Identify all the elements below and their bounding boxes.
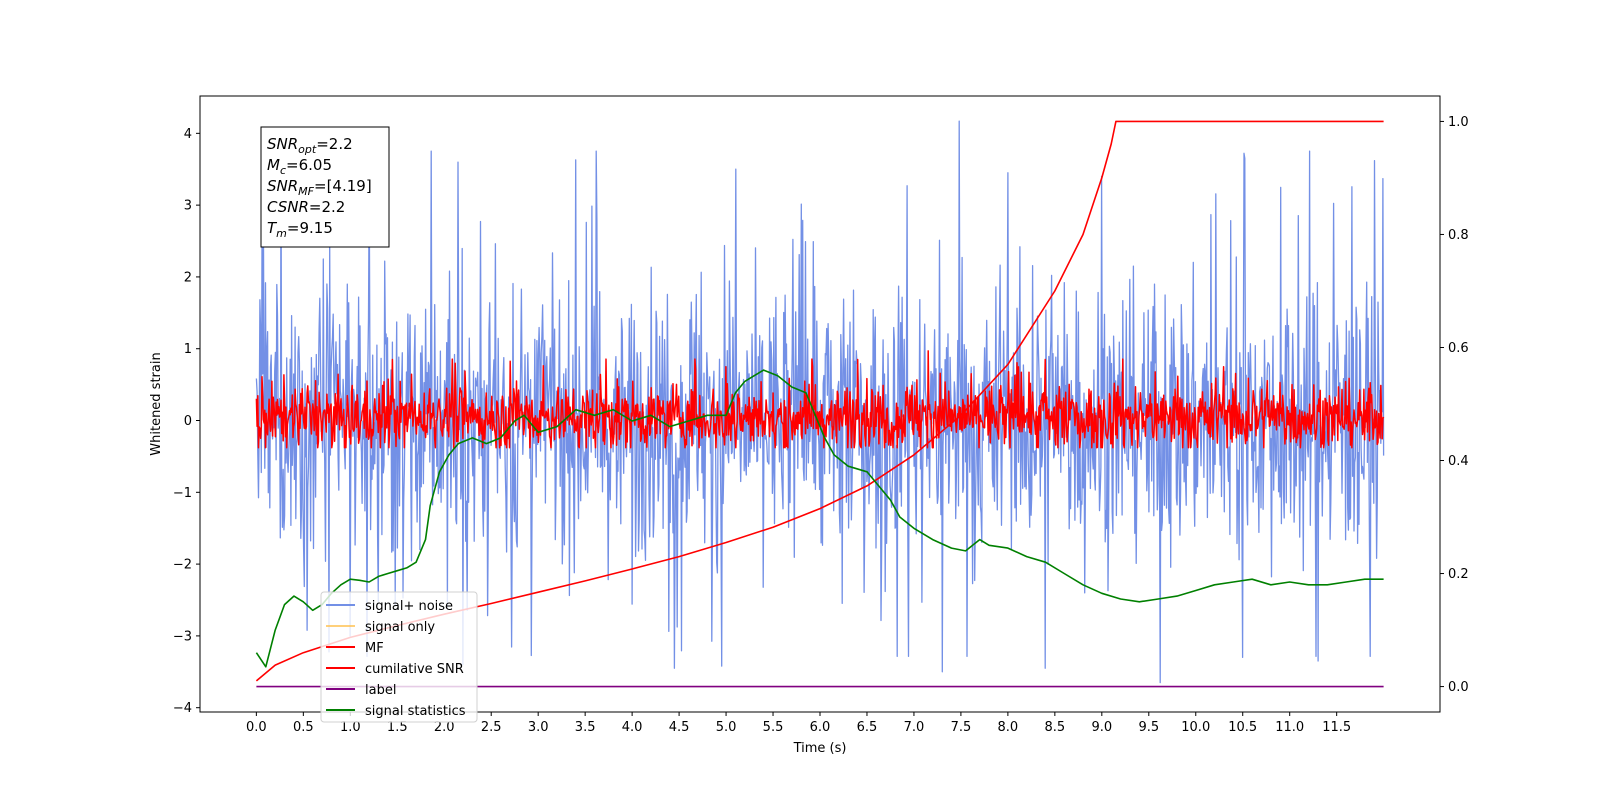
y2-tick-label: 0.6 (1448, 341, 1469, 356)
x-tick-label: 9.0 (1091, 720, 1112, 735)
info-box-line: Mc=6.05 (267, 156, 332, 177)
x-tick-label: 4.5 (669, 720, 690, 735)
y2-tick-label: 0.0 (1448, 680, 1469, 695)
info-box-line: Tm=9.15 (267, 219, 333, 240)
x-tick-label: 9.5 (1138, 720, 1159, 735)
y-tick-label: 1 (184, 342, 192, 357)
x-tick-label: 6.5 (857, 720, 878, 735)
legend-label-cumilative-snr: cumilative SNR (365, 662, 464, 677)
y2-tick-label: 0.8 (1448, 228, 1469, 243)
legend-label-signal-noise: signal+ noise (365, 599, 453, 614)
y-tick-label: −1 (173, 486, 192, 501)
y-tick-label: −3 (173, 629, 192, 644)
info-box-line: SNRMF=[4.19] (267, 177, 372, 198)
x-tick-label: 2.0 (434, 720, 455, 735)
y-axis-left: −4 −3 −2 −1 0 1 2 3 4 (173, 127, 200, 716)
y-tick-label: −4 (173, 701, 192, 716)
x-tick-label: 6.0 (810, 720, 831, 735)
y2-tick-label: 1.0 (1448, 115, 1469, 130)
x-tick-label: 11.5 (1322, 720, 1351, 735)
x-tick-label: 5.5 (763, 720, 784, 735)
info-box-line: SNRopt=2.2 (267, 135, 353, 156)
info-box-line: CSNR=2.2 (267, 198, 345, 216)
legend-label-signal-only: signal only (365, 620, 435, 635)
y2-tick-label: 0.4 (1448, 454, 1469, 469)
series-signal-statistics (255, 369, 1384, 668)
y-tick-label: 3 (184, 199, 192, 214)
x-tick-label: 3.0 (528, 720, 549, 735)
legend-label-label: label (365, 683, 396, 698)
y-tick-label: 2 (184, 270, 192, 285)
info-box-frame (260, 126, 390, 248)
x-tick-label: 0.5 (293, 720, 314, 735)
x-tick-label: 1.0 (340, 720, 361, 735)
x-tick-label: 3.5 (575, 720, 596, 735)
legend-label-signal-statistics: signal statistics (365, 704, 466, 719)
x-tick-label: 0.0 (246, 720, 267, 735)
x-tick-label: 10.5 (1228, 720, 1257, 735)
legend-label-mf: MF (365, 641, 384, 656)
x-tick-label: 5.0 (716, 720, 737, 735)
y-axis-right: 0.0 0.2 0.4 0.6 0.8 1.0 (1440, 115, 1469, 695)
x-tick-label: 11.0 (1275, 720, 1304, 735)
y-tick-label: 4 (184, 127, 192, 142)
x-tick-label: 4.0 (622, 720, 643, 735)
x-tick-label: 8.5 (1045, 720, 1066, 735)
series-mf (255, 350, 1385, 449)
y-tick-label: −2 (173, 558, 192, 573)
x-axis-label: Time (s) (793, 741, 847, 756)
x-axis: 0.0 0.5 1.0 1.5 2.0 2.5 3.0 3.5 4.0 4.5 5.0 5.5 6.0 6… (246, 712, 1351, 735)
y-tick-label: 0 (184, 414, 192, 429)
x-tick-label: 10.0 (1181, 720, 1210, 735)
legend-frame (320, 591, 478, 723)
x-tick-label: 2.5 (481, 720, 502, 735)
x-tick-label: 7.5 (951, 720, 972, 735)
x-tick-label: 8.0 (998, 720, 1019, 735)
legend: signal+ noise signal only MF cumilative SNR… (320, 591, 478, 723)
x-tick-label: 7.0 (904, 720, 925, 735)
y2-tick-label: 0.2 (1448, 567, 1469, 582)
x-tick-label: 1.5 (387, 720, 408, 735)
y-axis-label: Whitened strain (149, 352, 164, 455)
